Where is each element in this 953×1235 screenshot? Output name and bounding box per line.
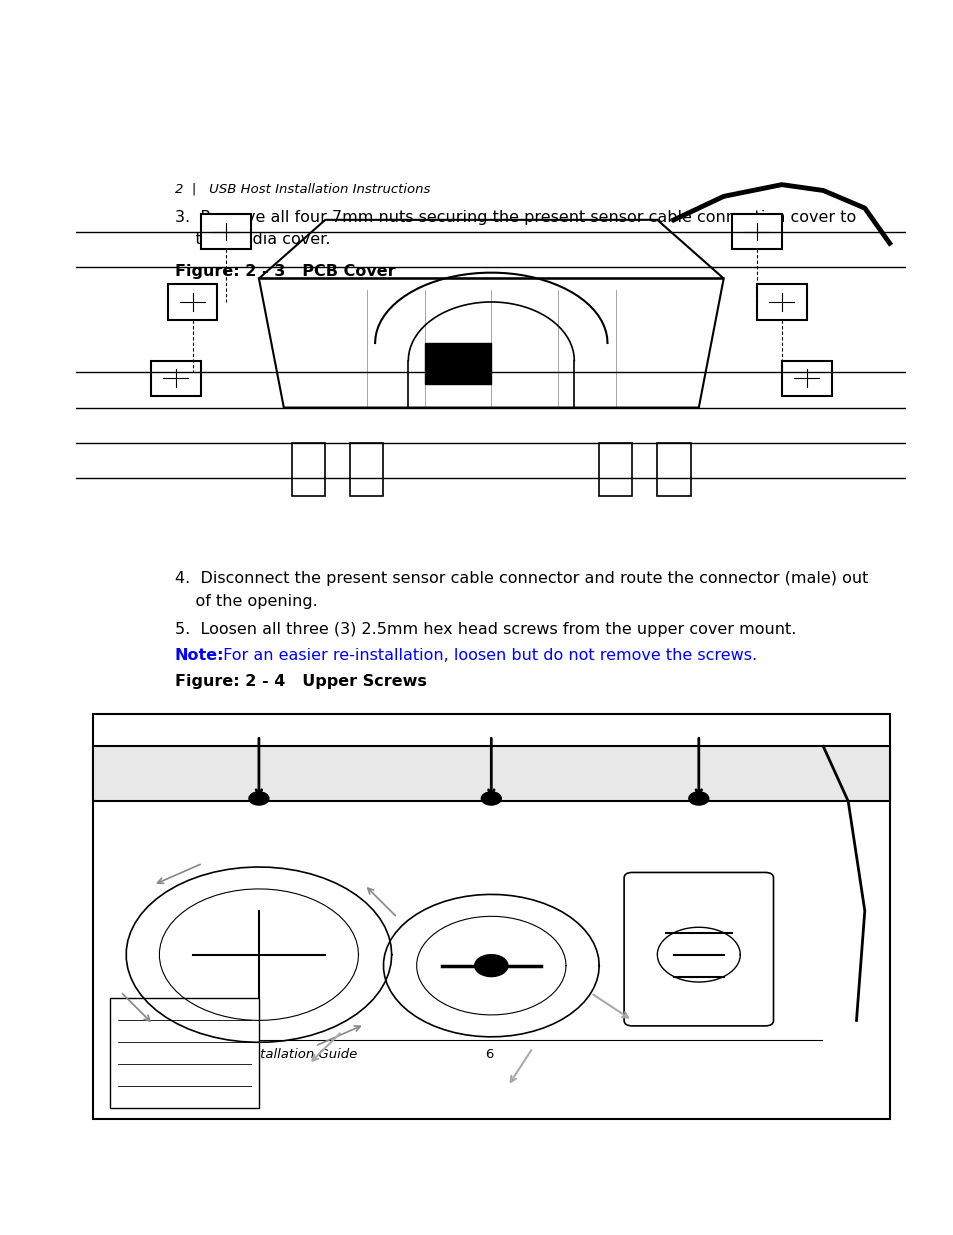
Text: Figure: 2 - 4   Upper Screws: Figure: 2 - 4 Upper Screws (174, 674, 426, 689)
FancyBboxPatch shape (350, 443, 383, 495)
FancyBboxPatch shape (424, 343, 491, 384)
FancyBboxPatch shape (92, 746, 889, 802)
FancyBboxPatch shape (657, 443, 690, 495)
FancyBboxPatch shape (781, 361, 831, 396)
Text: 2  |   USB Host Installation Instructions: 2 | USB Host Installation Instructions (174, 183, 430, 195)
Text: 6: 6 (484, 1047, 493, 1061)
FancyBboxPatch shape (168, 284, 217, 320)
Text: Note:: Note: (174, 648, 224, 663)
FancyBboxPatch shape (200, 214, 251, 249)
FancyBboxPatch shape (151, 361, 200, 396)
Text: 4.  Disconnect the present sensor cable connector and route the connector (male): 4. Disconnect the present sensor cable c… (174, 572, 867, 609)
Circle shape (249, 792, 269, 805)
Circle shape (688, 792, 708, 805)
Text: USB Host Installation Guide: USB Host Installation Guide (174, 1047, 356, 1061)
FancyBboxPatch shape (731, 214, 781, 249)
Text: 3.  Remove all four 7mm nuts securing the present sensor cable connection cover : 3. Remove all four 7mm nuts securing the… (174, 210, 855, 247)
Text: Figure: 2 - 3   PCB Cover: Figure: 2 - 3 PCB Cover (174, 264, 395, 279)
Text: For an easier re-installation, loosen but do not remove the screws.: For an easier re-installation, loosen bu… (218, 648, 757, 663)
FancyBboxPatch shape (110, 998, 258, 1108)
Circle shape (481, 792, 500, 805)
FancyBboxPatch shape (598, 443, 632, 495)
Text: 5.  Loosen all three (3) 2.5mm hex head screws from the upper cover mount.: 5. Loosen all three (3) 2.5mm hex head s… (174, 621, 795, 637)
FancyBboxPatch shape (623, 872, 773, 1026)
FancyBboxPatch shape (756, 284, 806, 320)
Circle shape (475, 955, 507, 977)
FancyBboxPatch shape (292, 443, 325, 495)
